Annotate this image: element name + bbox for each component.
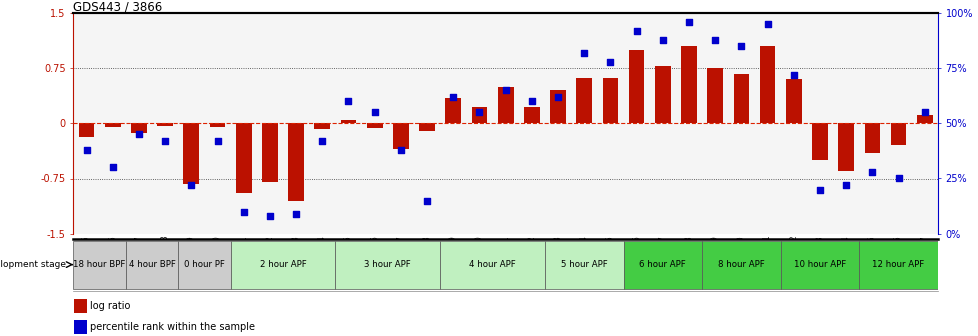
Bar (733, 74, 748, 124)
Point (78, 147, 94, 153)
Bar (131, 124, 147, 133)
Point (785, 72, 801, 78)
Bar (707, 69, 723, 124)
Text: 0 hour PF: 0 hour PF (184, 260, 225, 269)
Point (759, 22, 775, 27)
Bar (628, 50, 644, 124)
Point (812, 187, 827, 192)
Text: 10 hour APF: 10 hour APF (793, 260, 845, 269)
Bar (314, 124, 330, 129)
Bar (916, 115, 932, 124)
Point (602, 59, 618, 65)
Bar (157, 124, 173, 126)
Point (550, 94, 565, 100)
Bar (550, 90, 565, 124)
Text: 4 hour APF: 4 hour APF (468, 260, 515, 269)
Point (392, 147, 408, 153)
Bar (209, 124, 225, 127)
Point (837, 182, 853, 188)
Bar (890, 124, 906, 145)
Bar (864, 124, 879, 153)
Bar (183, 124, 199, 184)
Bar (236, 124, 251, 193)
Point (367, 110, 382, 115)
Bar (602, 78, 618, 124)
Point (183, 182, 199, 188)
Bar (367, 124, 382, 128)
Bar (262, 124, 278, 182)
Bar (576, 78, 592, 124)
Bar (419, 124, 434, 131)
Point (157, 138, 173, 144)
Point (471, 110, 487, 115)
Text: 2 hour APF: 2 hour APF (259, 260, 306, 269)
Bar (859, 241, 937, 289)
Bar (812, 124, 827, 160)
Bar (654, 66, 670, 124)
Bar (178, 241, 231, 289)
Text: 4 hour BPF: 4 hour BPF (128, 260, 175, 269)
Point (654, 37, 670, 43)
Point (445, 94, 461, 100)
Point (419, 198, 434, 203)
Text: percentile rank within the sample: percentile rank within the sample (90, 322, 255, 332)
Bar (701, 241, 779, 289)
Bar (74, 299, 87, 313)
Text: GDS443 / 3866: GDS443 / 3866 (73, 0, 162, 13)
Point (707, 37, 723, 43)
Point (916, 110, 932, 115)
Bar (440, 241, 545, 289)
Text: 8 hour APF: 8 hour APF (717, 260, 764, 269)
Point (288, 211, 303, 216)
Bar (126, 241, 178, 289)
Bar (231, 241, 335, 289)
Text: 6 hour APF: 6 hour APF (639, 260, 686, 269)
Point (733, 44, 748, 49)
Point (628, 28, 644, 34)
Bar (445, 98, 461, 124)
Bar (288, 124, 303, 201)
Text: development stage: development stage (0, 260, 66, 269)
Text: log ratio: log ratio (90, 301, 130, 311)
Bar (335, 241, 440, 289)
Point (236, 209, 251, 214)
Point (262, 213, 278, 219)
Bar (785, 80, 801, 124)
Bar (497, 87, 513, 124)
Bar (73, 241, 126, 289)
Bar (759, 46, 775, 124)
Bar (523, 107, 539, 124)
Point (105, 165, 120, 170)
Point (681, 19, 696, 25)
Bar (105, 124, 120, 127)
Point (340, 99, 356, 104)
Point (864, 169, 879, 175)
Bar (78, 124, 94, 137)
Bar (837, 124, 853, 171)
Bar (545, 241, 623, 289)
Bar (74, 320, 87, 334)
Bar (340, 120, 356, 124)
Bar (681, 46, 696, 124)
Point (314, 138, 330, 144)
Point (131, 132, 147, 137)
Point (576, 50, 592, 56)
Text: 12 hour APF: 12 hour APF (871, 260, 924, 269)
Bar (471, 107, 487, 124)
Point (497, 88, 512, 93)
Point (209, 138, 225, 144)
Point (523, 99, 539, 104)
Point (890, 176, 906, 181)
Text: 18 hour BPF: 18 hour BPF (73, 260, 126, 269)
Bar (779, 241, 859, 289)
Bar (392, 124, 408, 149)
Bar (623, 241, 701, 289)
Text: 3 hour APF: 3 hour APF (364, 260, 411, 269)
Text: 5 hour APF: 5 hour APF (560, 260, 607, 269)
